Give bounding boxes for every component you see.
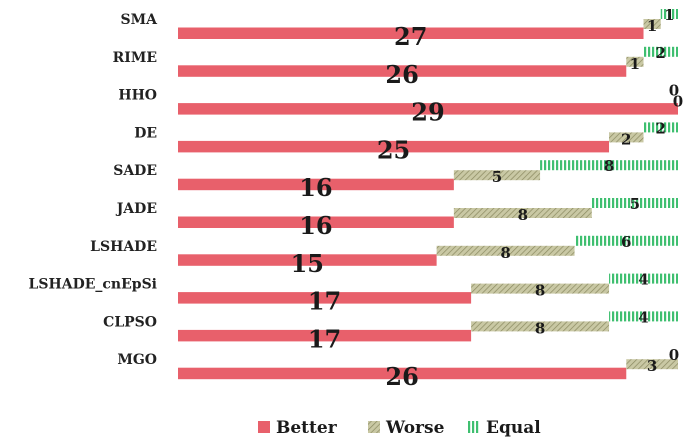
value-label-better-rime: 26 [385,60,418,89]
value-label-equal-sma: 1 [664,6,674,24]
category-labels-layer: SMA RIME HHO DE SADE JADE LSHADE LSHADE_cnEpSi C… [29,12,159,368]
category-label-hho: HHO [118,88,157,104]
value-label-worse-sma: 1 [647,17,657,35]
category-label-rime: RIME [113,50,157,66]
bar-better-clpso [178,329,472,342]
value-label-equal-lshade: 6 [621,233,631,251]
value-label-worse-clpso: 8 [535,319,545,337]
category-label-sade: SADE [113,163,157,179]
legend-label-better: Better [276,418,338,438]
bar-equal-lshade-cnepsi [609,273,678,284]
value-label-worse-de: 2 [621,130,631,148]
bar-better-jade [178,216,454,228]
bar-worse-rime [626,56,644,67]
bar-worse-jade [453,208,592,218]
category-label-lshade: LSHADE [90,239,157,255]
bar-better-de [178,140,610,153]
bar-better-sade [178,178,454,191]
legend-label-equal: Equal [486,418,541,438]
value-label-worse-lshade-cnepsi: 8 [535,282,545,300]
value-label-better-jade: 16 [299,211,332,240]
bar-equal-sade [540,160,678,171]
value-label-better-hho: 29 [411,98,444,127]
category-label-mgo: MGO [117,352,157,368]
bar-better-sma [178,27,644,39]
value-label-worse-lshade: 8 [500,244,510,262]
bars-layer [178,9,678,380]
value-label-better-mgo: 26 [385,362,418,391]
bar-worse-lshade-cnepsi [471,283,610,294]
value-label-better-lshade-cnepsi: 17 [308,287,341,316]
bar-better-lshade [178,254,437,266]
bar-better-lshade-cnepsi [178,292,472,304]
value-label-worse-mgo: 3 [647,357,657,375]
value-label-equal-rime: 2 [656,44,666,62]
category-label-de: DE [134,125,157,141]
legend-swatch-better [258,421,270,433]
legend-swatch-worse [368,421,380,433]
bar-better-hho [178,103,678,115]
bar-equal-clpso [609,311,678,322]
bar-worse-clpso [471,321,610,332]
bar-equal-jade [591,198,678,208]
category-label-lshade-cnepsi: LSHADE_cnEpSi [29,277,157,293]
value-label-worse-hho: 0 [673,93,683,111]
value-label-worse-sade: 5 [492,168,502,186]
legend-label-worse: Worse [385,418,445,438]
value-label-worse-jade: 8 [518,206,528,224]
value-label-equal-jade: 5 [630,195,640,213]
category-label-jade: JADE [115,201,157,217]
bar-better-rime [178,65,627,77]
value-label-equal-de: 2 [656,119,666,137]
bar-equal-de [643,122,678,133]
category-label-clpso: CLPSO [103,314,157,330]
bar-equal-lshade [574,235,678,246]
value-label-better-sade: 16 [299,173,332,202]
value-label-equal-clpso: 4 [638,308,648,326]
value-label-equal-lshade-cnepsi: 4 [638,271,648,289]
value-label-better-clpso: 17 [308,324,341,353]
legend: Better Worse Equal [258,418,541,438]
bar-better-mgo [178,367,627,380]
bar-worse-de [609,132,644,143]
value-label-equal-hho: 0 [669,82,679,100]
value-label-equal-mgo: 0 [669,346,679,364]
value-label-better-sma: 27 [394,22,427,51]
value-label-equal-sade: 8 [604,157,614,175]
bar-equal-rime [643,46,678,57]
value-label-better-de: 25 [377,135,410,164]
bar-worse-mgo [626,359,678,370]
bar-worse-sma [643,19,661,29]
value-label-better-lshade: 15 [291,249,324,278]
value-label-worse-rime: 1 [630,55,640,73]
legend-swatch-equal [468,421,480,433]
category-label-sma: SMA [121,12,159,28]
bar-worse-lshade [436,245,575,256]
bar-worse-sade [453,170,541,181]
bar-equal-sma [660,9,678,19]
